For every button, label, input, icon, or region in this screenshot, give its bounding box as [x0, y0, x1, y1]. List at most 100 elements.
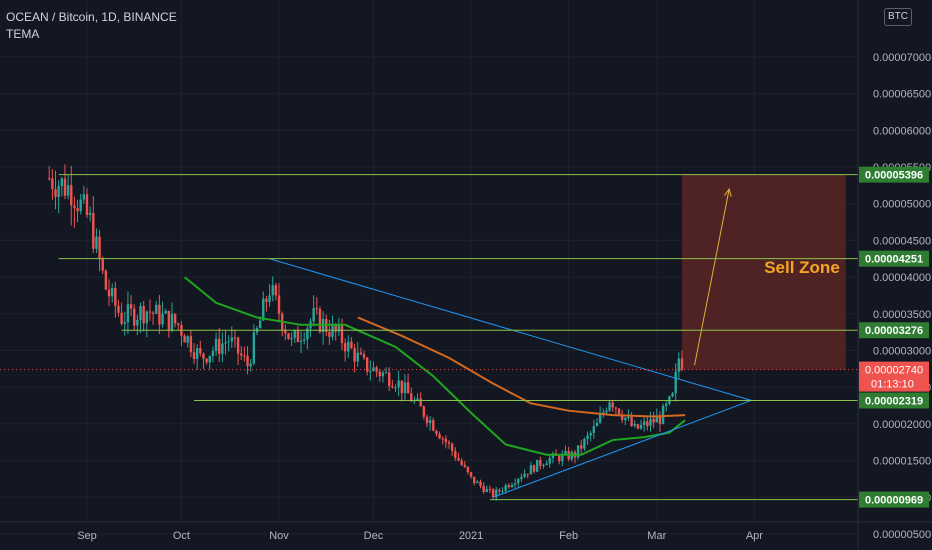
candle-down [233, 337, 237, 339]
candle-up [258, 320, 262, 329]
y-tick-label: 0.00001500 [873, 456, 931, 468]
candle-down [526, 473, 529, 475]
candle-up [589, 432, 592, 436]
candle-down [438, 433, 441, 439]
candle-down [406, 382, 410, 394]
candle-up [608, 402, 611, 411]
candle-up [674, 371, 677, 394]
candle-up [293, 330, 296, 338]
y-tick-label: 0.00005000 [873, 199, 931, 211]
candle-up [208, 355, 211, 363]
price-tag [859, 361, 929, 392]
candle-down [243, 355, 246, 357]
candle-up [476, 481, 479, 484]
candle-down [658, 416, 662, 424]
candle-up [369, 371, 372, 373]
candle-down [328, 331, 331, 337]
candle-down [532, 465, 536, 472]
x-tick-label: Dec [364, 530, 384, 542]
sell-zone [681, 174, 846, 370]
candle-down [114, 288, 117, 306]
y-axis: 0.000005000.000010000.000015000.00002000… [857, 0, 931, 550]
candle-down [400, 380, 403, 394]
candle-down [151, 312, 155, 314]
candle-up [381, 372, 385, 377]
candle-down [205, 358, 208, 363]
candle-up [356, 352, 359, 362]
sell-zone-box [681, 174, 846, 370]
candle-down [498, 489, 501, 492]
overlays [0, 187, 858, 498]
candle-up [227, 341, 230, 343]
candle-up [88, 212, 92, 215]
candle-down [391, 386, 394, 388]
sell-zone-label: Sell Zone [764, 258, 840, 277]
candle-down [365, 357, 369, 372]
candle-up [60, 178, 64, 187]
candle-up [510, 484, 514, 488]
candle-up [82, 194, 86, 200]
candle-up [211, 350, 215, 356]
candle-up [337, 325, 341, 332]
candle-up [164, 310, 167, 314]
candle-down [73, 205, 76, 209]
candle-down [350, 341, 353, 349]
candle-up [633, 424, 636, 426]
candle-down [630, 417, 633, 426]
candle-down [422, 406, 426, 417]
currency-badge[interactable]: BTC [884, 8, 912, 26]
candle-up [535, 459, 539, 472]
candle-down [287, 333, 290, 340]
candle-up [170, 313, 174, 331]
candle-up [271, 285, 274, 296]
y-tick-label: 0.00006500 [873, 89, 931, 101]
candle-down [340, 325, 344, 344]
candle-down [473, 476, 476, 484]
candle-up [312, 308, 315, 322]
candle-down [107, 289, 111, 297]
candle-down [51, 178, 54, 190]
candle-up [299, 340, 303, 343]
candle-down [277, 295, 281, 314]
candle-up [639, 424, 643, 429]
countdown-label: 01:13:10 [871, 379, 914, 391]
candle-down [463, 464, 466, 467]
candle-down [240, 353, 243, 356]
candle-up [224, 342, 227, 344]
candle-down [435, 430, 438, 434]
candle-down [63, 178, 67, 196]
candle-up [595, 422, 599, 427]
candle-down [85, 194, 89, 215]
level-tag-label: 0.00000969 [865, 495, 923, 507]
candle-down [148, 311, 152, 313]
candle-up [123, 322, 126, 324]
candle-down [362, 354, 366, 358]
candle-up [214, 338, 218, 351]
candle-up [501, 490, 504, 492]
x-tick-label: Oct [173, 530, 190, 542]
candle-down [378, 371, 381, 377]
candle-up [513, 483, 517, 485]
candle-down [507, 485, 511, 488]
candle-down [218, 338, 221, 354]
candle-up [671, 393, 674, 397]
candle-up [523, 473, 526, 478]
x-tick-label: Apr [746, 530, 763, 542]
candle-down [460, 460, 463, 465]
level-tag-label: 0.00003276 [865, 325, 923, 337]
candle-down [189, 336, 193, 353]
candle-down [284, 329, 287, 334]
candle-down [611, 402, 614, 408]
candle-up [520, 477, 523, 480]
candle-up [306, 328, 309, 340]
level-tag [859, 392, 929, 409]
candle-up [598, 414, 602, 423]
candle-down [447, 442, 451, 444]
candle-down [98, 236, 101, 259]
candle-up [384, 372, 388, 374]
candle-down [142, 306, 145, 324]
candle-down [432, 420, 435, 431]
candle-down [48, 178, 51, 180]
level-tag [859, 250, 929, 267]
